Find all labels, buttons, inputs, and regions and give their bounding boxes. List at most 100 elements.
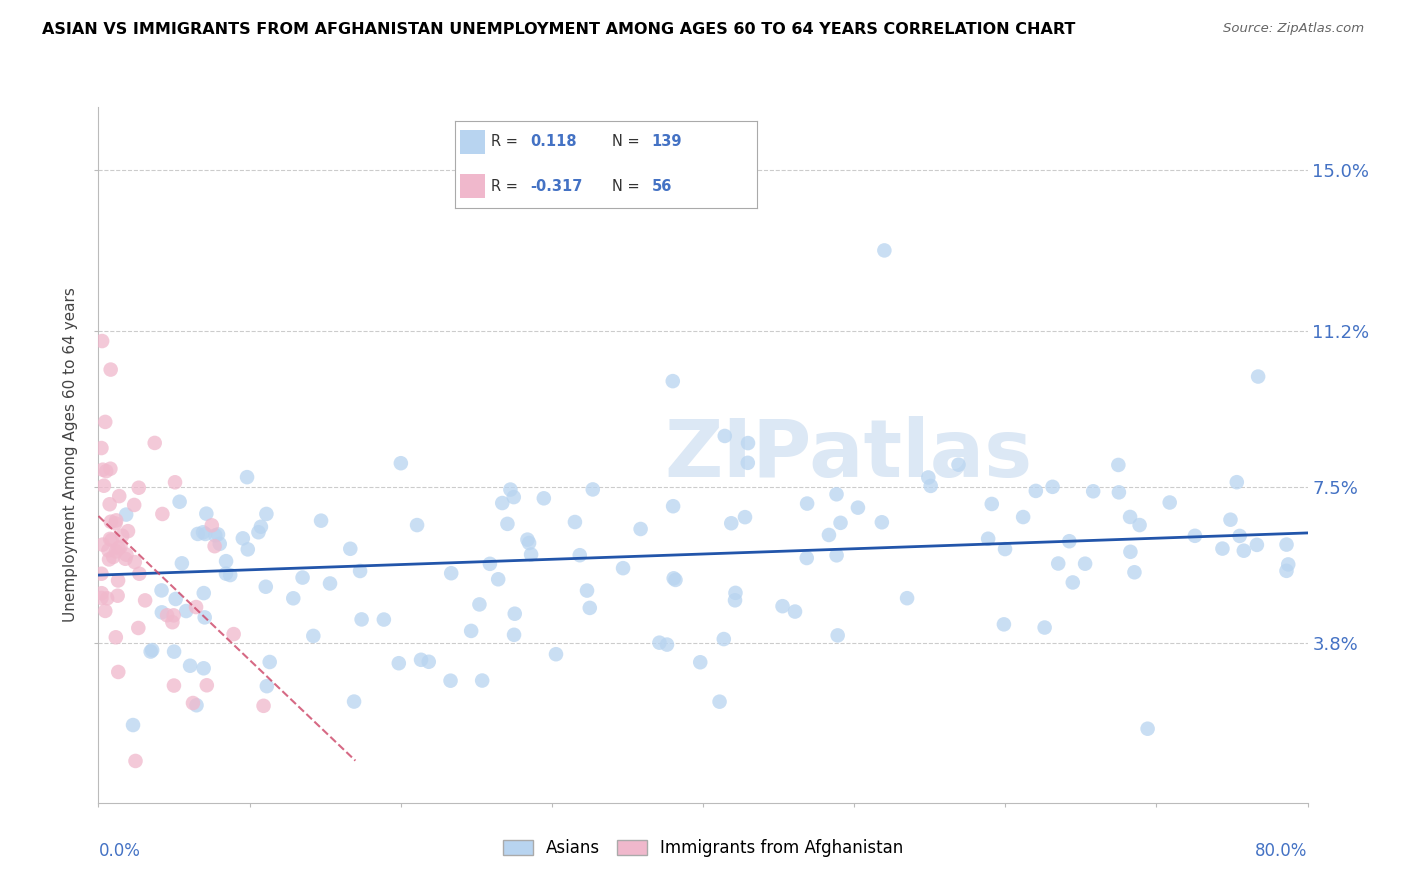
Point: [256, 679, 278, 693]
Point: [980, 497, 1002, 511]
Point: [720, 516, 742, 531]
Point: [734, 510, 756, 524]
Point: [825, 487, 848, 501]
Point: [1247, 369, 1270, 384]
Point: [468, 598, 491, 612]
Point: [169, 494, 191, 508]
Point: [122, 718, 145, 732]
Legend: Asians, Immigrants from Afghanistan: Asians, Immigrants from Afghanistan: [496, 833, 910, 864]
Point: [564, 515, 586, 529]
Point: [174, 604, 197, 618]
Point: [100, 362, 122, 376]
Point: [662, 374, 685, 388]
Point: [208, 537, 231, 551]
Point: [516, 533, 538, 547]
Point: [98, 497, 121, 511]
Point: [896, 591, 918, 606]
Point: [440, 566, 463, 581]
Point: [122, 498, 145, 512]
Point: [219, 568, 242, 582]
Text: ZIPatlas: ZIPatlas: [664, 416, 1032, 494]
Point: [689, 655, 711, 669]
Point: [100, 461, 122, 475]
Point: [1275, 564, 1298, 578]
Point: [111, 529, 134, 543]
Point: [98, 552, 121, 566]
Point: [655, 638, 678, 652]
Point: [115, 508, 138, 522]
Point: [772, 599, 794, 614]
Point: [994, 542, 1017, 557]
Text: 0.0%: 0.0%: [98, 842, 141, 860]
Point: [150, 605, 173, 619]
Point: [247, 525, 270, 540]
Point: [503, 628, 526, 642]
Point: [141, 643, 163, 657]
Point: [186, 698, 208, 713]
Point: [1083, 484, 1105, 499]
Point: [737, 456, 759, 470]
Point: [156, 608, 179, 623]
Point: [1025, 483, 1047, 498]
Point: [576, 583, 599, 598]
Point: [664, 573, 686, 587]
Point: [128, 566, 150, 581]
Point: [104, 516, 127, 531]
Point: [100, 533, 122, 547]
Point: [163, 679, 186, 693]
Point: [114, 551, 136, 566]
Point: [124, 555, 146, 569]
Point: [195, 678, 218, 692]
Point: [350, 612, 373, 626]
Point: [1233, 543, 1256, 558]
Point: [127, 621, 149, 635]
Point: [163, 475, 186, 490]
Point: [1277, 558, 1299, 572]
Point: [343, 695, 366, 709]
Point: [117, 524, 139, 538]
Point: [105, 544, 128, 558]
Point: [1129, 518, 1152, 533]
Point: [193, 661, 215, 675]
Point: [94, 415, 117, 429]
Point: [662, 500, 685, 514]
Point: [1123, 566, 1146, 580]
Point: [920, 479, 942, 493]
Point: [107, 574, 129, 588]
Text: 80.0%: 80.0%: [1256, 842, 1308, 860]
Point: [491, 496, 513, 510]
Point: [90, 586, 112, 600]
Point: [373, 613, 395, 627]
Point: [709, 695, 731, 709]
Point: [150, 583, 173, 598]
Point: [204, 528, 226, 542]
Point: [1107, 458, 1129, 472]
Point: [630, 522, 652, 536]
Point: [91, 538, 114, 552]
Point: [406, 518, 429, 533]
Point: [499, 483, 522, 497]
Point: [409, 653, 432, 667]
Point: [163, 645, 186, 659]
Point: [544, 647, 567, 661]
Point: [90, 566, 112, 581]
Point: [1211, 541, 1233, 556]
Point: [91, 463, 114, 477]
Point: [222, 627, 245, 641]
Point: [1136, 722, 1159, 736]
Point: [582, 483, 605, 497]
Point: [1119, 510, 1142, 524]
Point: [204, 539, 226, 553]
Point: [162, 608, 184, 623]
Point: [1047, 557, 1070, 571]
Point: [254, 507, 277, 521]
Point: [1159, 495, 1181, 509]
Point: [460, 624, 482, 638]
Point: [232, 532, 254, 546]
Point: [107, 541, 129, 555]
Point: [194, 527, 217, 541]
Point: [128, 481, 150, 495]
Point: [724, 593, 747, 607]
Point: [533, 491, 555, 506]
Point: [1119, 545, 1142, 559]
